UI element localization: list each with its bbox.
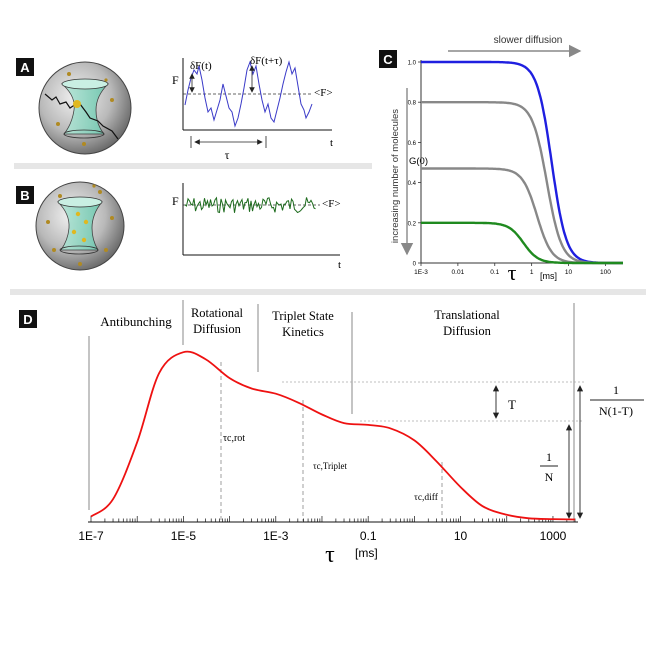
- panel-c-curve-4: [421, 221, 623, 265]
- inv-NT-denominator: N(1-T): [599, 404, 633, 418]
- inv-N-numerator: 1: [546, 450, 552, 464]
- panel-b: B F t <F>: [16, 181, 341, 271]
- panel-c-x-tick-label: 100: [600, 269, 611, 276]
- panel-d-x-tick-label: 1000: [540, 529, 567, 543]
- panel-c-x-tick-label: 0.01: [452, 269, 465, 276]
- region-translational-label-2: Diffusion: [443, 324, 491, 338]
- panel-c-curve-3: [421, 167, 623, 265]
- panel-d-x-tick-label: 1E-7: [78, 529, 104, 543]
- panel-c-x-tick-label: 10: [565, 269, 573, 276]
- inv-N-denominator: N: [545, 470, 554, 484]
- panel-b-y-label: F: [172, 194, 179, 208]
- panel-c-chart: 0 0.2 0.4 0.6 0.8 1.0 1E-3 0.01 0.1 1 10 100: [408, 60, 623, 276]
- panel-c-y-tick-label: 0.2: [408, 221, 417, 227]
- panel-c-g0-label: G(0): [409, 156, 428, 167]
- panel-c-label-box: [379, 50, 397, 68]
- panel-a-fluorescence-trace: [184, 60, 313, 128]
- panel-d-x-label: τ: [325, 542, 335, 568]
- panel-d-correlation-curve: [90, 350, 576, 521]
- separator-ab: [14, 163, 372, 169]
- panel-c-x-tick-label: 1: [530, 269, 534, 276]
- panel-d-x-tick-label: 1E-3: [263, 529, 289, 543]
- panel-a-tau-label: τ: [225, 148, 230, 162]
- region-triplet-label-1: Triplet State: [272, 309, 334, 323]
- panel-d-label-box: [19, 310, 37, 328]
- panel-c-y-tick-label: 0.8: [408, 101, 417, 107]
- panel-c-y-tick-label: 0.4: [408, 181, 417, 187]
- inv-NT-numerator: 1: [613, 383, 619, 397]
- panel-a-cell-illustration: [38, 61, 132, 155]
- region-antibunching-label: Antibunching: [100, 314, 172, 329]
- panel-a-t-label: t: [330, 137, 333, 149]
- panel-a-label: A: [20, 60, 30, 75]
- panel-a-mean-label: <F>: [314, 87, 333, 99]
- marker-triplet-label: τc,Triplet: [313, 461, 348, 471]
- panel-c-side-arrow-label: increasing number of molecules: [390, 109, 401, 243]
- region-rotational-label-1: Rotational: [191, 306, 244, 320]
- panel-c-label: C: [383, 52, 393, 67]
- panel-b-label: B: [20, 188, 29, 203]
- panel-c-y-tick-label: 0: [413, 262, 417, 268]
- panel-c-x-label: τ: [508, 260, 517, 285]
- panel-c-x-unit: [ms]: [540, 271, 557, 281]
- panel-c: C slower diffusion increasing number of …: [379, 35, 623, 285]
- panel-b-trace-plot: F t <F>: [172, 183, 341, 271]
- region-rotational-label-2: Diffusion: [193, 322, 241, 336]
- panel-a: A F t <F> δF(t) δF(t+τ): [16, 55, 333, 162]
- panel-d-x-tick-label: 10: [454, 529, 468, 543]
- panel-c-y-tick-label: 0.6: [408, 141, 417, 147]
- panel-b-fluorescence-trace: [184, 196, 316, 214]
- panel-b-label-box: [16, 186, 34, 204]
- panel-c-y-tick-label: 1.0: [408, 61, 417, 67]
- panel-a-dF-label: δF(t): [190, 60, 212, 72]
- panel-b-t-label: t: [338, 259, 341, 271]
- panel-d-x-unit: [ms]: [355, 546, 378, 560]
- region-triplet-label-2: Kinetics: [282, 325, 324, 339]
- T-label: T: [508, 397, 516, 412]
- panel-c-x-tick-label: 1E-3: [414, 269, 428, 276]
- panel-b-cell-illustration: [35, 181, 125, 271]
- marker-rot-label: τc,rot: [223, 433, 245, 444]
- panel-b-mean-label: <F>: [322, 198, 341, 210]
- panel-d-x-ticks: 1E-7 1E-5 1E-3 0.1 10 1000: [78, 516, 576, 543]
- panel-a-y-label: F: [172, 73, 179, 87]
- panel-d-label: D: [23, 312, 32, 327]
- panel-c-top-arrow-label: slower diffusion: [494, 35, 563, 46]
- marker-diff-label: τc,diff: [414, 492, 439, 503]
- panel-a-dF-tau-label: δF(t+τ): [250, 55, 283, 67]
- panel-c-curve-1: [421, 60, 623, 265]
- panel-c-x-tick-label: 0.1: [490, 269, 499, 276]
- panel-a-trace-plot: F t <F> δF(t) δF(t+τ) τ: [172, 55, 333, 162]
- panel-d-x-tick-label: 0.1: [360, 529, 377, 543]
- panel-d-x-tick-label: 1E-5: [171, 529, 197, 543]
- panel-a-label-box: [16, 58, 34, 76]
- separator-d: [10, 289, 646, 295]
- panel-d: D Antibunching Rotational Diffusion Trip…: [19, 300, 644, 568]
- region-translational-label-1: Translational: [434, 308, 500, 322]
- panel-d-curve-group: [90, 350, 576, 521]
